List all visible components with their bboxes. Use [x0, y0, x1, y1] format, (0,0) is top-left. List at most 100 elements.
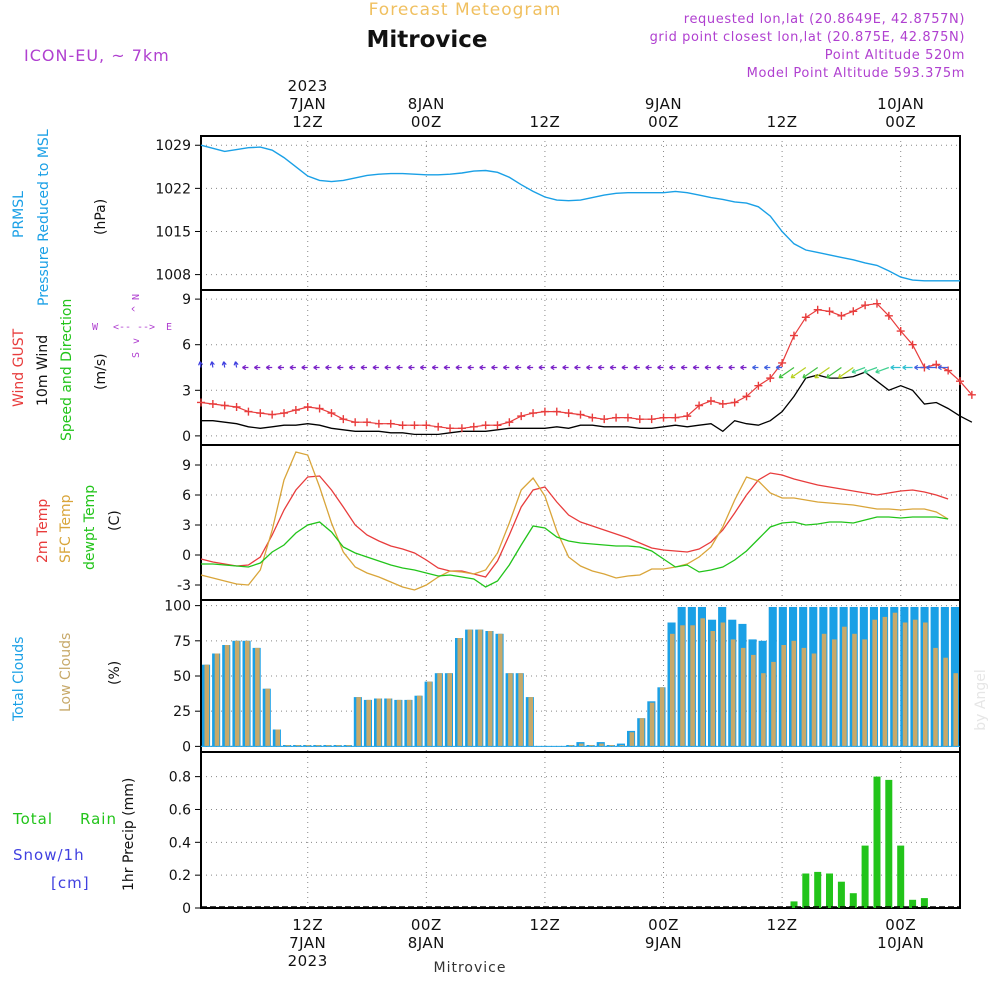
gust-marker: [718, 399, 727, 408]
low-cloud-bar: [629, 732, 635, 747]
low-cloud-bar: [811, 653, 817, 747]
temp-label-1: 2m Temp: [35, 499, 51, 563]
wind-direction-arrow: [586, 364, 593, 371]
gust-marker: [967, 390, 976, 399]
low-cloud-bar: [245, 640, 250, 747]
y-tick-label: 1022: [155, 181, 191, 197]
wind-label-2: 10m Wind: [35, 335, 51, 406]
y-tick-label: 0.4: [169, 835, 191, 851]
gust-marker: [612, 413, 621, 422]
rain-bar: [920, 898, 928, 908]
gust-marker: [517, 412, 526, 421]
footer-location: Mitrovice: [434, 960, 507, 976]
low-cloud-bar: [427, 681, 432, 747]
time-axis-label: 8JAN: [408, 934, 445, 952]
model-altitude: Model Point Altitude 593.375m: [747, 66, 965, 81]
low-cloud-bar: [477, 629, 483, 747]
low-cloud-bar: [295, 745, 301, 747]
rain-bar: [814, 871, 822, 908]
y-tick-label: 0: [182, 429, 191, 445]
rain-bar: [885, 779, 893, 908]
wind-direction-arrow: [609, 364, 617, 371]
wind-direction-arrow: [313, 364, 320, 371]
rain-bar: [802, 873, 810, 908]
rain-bar: [837, 881, 845, 908]
low-cloud-bar: [376, 698, 382, 747]
gust-marker: [315, 404, 324, 413]
wind-direction-arrow: [325, 364, 332, 371]
wind-direction-arrow: [479, 364, 486, 371]
wind-direction-arrow: [372, 364, 379, 371]
low-cloud-bar: [740, 647, 746, 747]
wind-direction-arrow: [826, 367, 842, 379]
gust-marker: [351, 418, 360, 427]
panel-wind: 0 3 6 9: [182, 289, 961, 446]
rain-bar: [909, 899, 917, 908]
wind-direction-arrow: [752, 364, 759, 371]
wind-direction-arrow: [645, 364, 652, 371]
time-axis-label: 7JAN: [289, 95, 326, 113]
cloud-label-1: Total Clouds: [11, 637, 27, 722]
gust-marker: [505, 418, 514, 427]
low-cloud-bar: [234, 640, 240, 747]
watermark: by Angel: [973, 669, 989, 730]
compass-right: -->: [137, 322, 155, 333]
compass-s: S: [131, 352, 142, 358]
gust-marker: [706, 396, 715, 405]
wind-direction-arrow: [902, 364, 913, 371]
gust-marker: [908, 340, 917, 349]
low-cloud-bar: [285, 745, 291, 747]
pressure-label-2: Pressure Reduced to MSL: [36, 129, 52, 306]
wind-direction-arrow: [277, 364, 284, 371]
low-cloud-bar: [751, 654, 756, 747]
low-cloud-bar: [933, 647, 938, 747]
gust-marker: [623, 413, 632, 422]
gust-marker: [256, 409, 265, 418]
low-cloud-bar: [204, 664, 210, 747]
y-tick-label: 0.6: [169, 802, 191, 818]
time-axis-label: 12Z: [529, 916, 560, 934]
y-tick-label: 3: [182, 383, 191, 399]
gust-marker: [956, 377, 964, 386]
gridpoint-coords: grid point closest lon,lat (20.875E, 42.…: [650, 30, 965, 45]
wind-direction-arrow: [550, 364, 557, 371]
wind-direction-arrow: [502, 364, 510, 371]
compass-w: W: [92, 322, 99, 333]
time-axis-label: 00Z: [648, 113, 679, 131]
precip-total-label: Total: [12, 810, 53, 828]
wind-direction-arrow: [669, 364, 676, 371]
wind-direction-arrow: [253, 364, 261, 371]
y-tick-label: 0: [182, 901, 191, 917]
wind-direction-arrow: [657, 364, 664, 371]
time-axis-label: 12Z: [529, 113, 560, 131]
gust-marker: [386, 419, 395, 428]
y-tick-label: -3: [177, 578, 191, 594]
low-cloud-bar: [356, 697, 361, 747]
gust-marker: [778, 358, 787, 367]
time-axis-label: 00Z: [411, 916, 442, 934]
low-cloud-bar: [821, 633, 827, 747]
gust-marker: [861, 301, 870, 310]
time-axis-label: 12Z: [767, 113, 798, 131]
low-cloud-bar: [326, 745, 331, 747]
wind-direction-arrow: [633, 364, 640, 371]
cloud-unit: (%): [107, 661, 123, 685]
wind-direction-arrow: [763, 364, 771, 371]
gust-marker: [540, 407, 549, 416]
rain-bar: [826, 873, 833, 908]
wind-direction-arrow: [491, 364, 498, 371]
time-axis-label: 00Z: [648, 916, 679, 934]
wind-direction-arrow: [265, 364, 273, 371]
y-tick-label: 0.2: [169, 868, 191, 884]
low-cloud-bar: [720, 622, 726, 747]
panel-pressure: 1008 1015 1022 1029: [155, 135, 961, 291]
gust-marker: [813, 305, 822, 314]
low-cloud-bar: [579, 743, 584, 747]
time-axis-label: 10JAN: [877, 934, 924, 952]
wind-direction-arrow: [851, 366, 866, 374]
wind-direction-arrow: [198, 361, 204, 368]
temp-unit: (C): [107, 510, 123, 531]
gust-marker: [884, 311, 893, 320]
gust-marker: [410, 421, 419, 430]
